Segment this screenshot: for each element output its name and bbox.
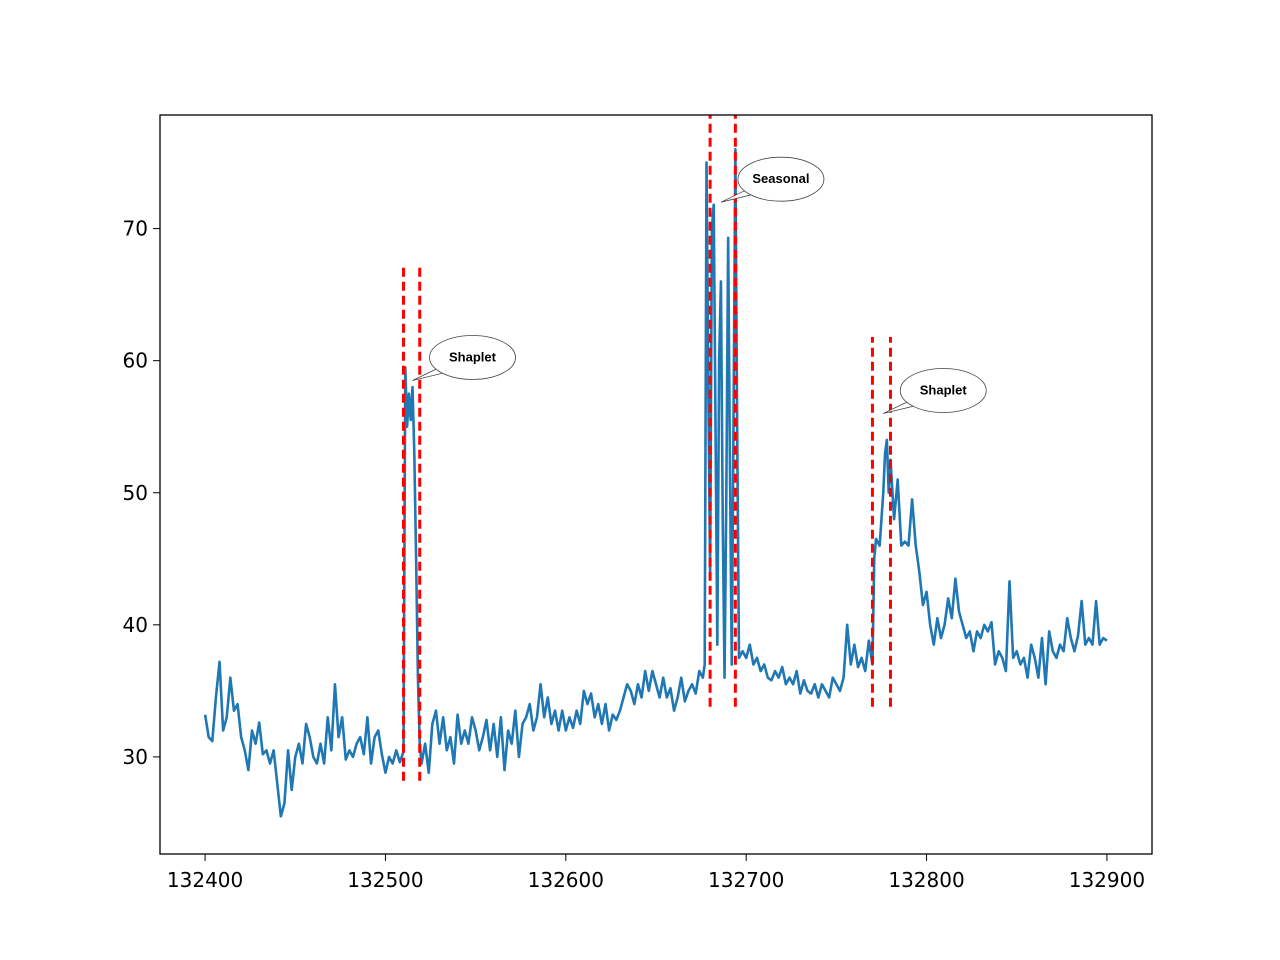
annotation: Shaplet	[883, 368, 987, 414]
annotation-label: Seasonal	[752, 171, 809, 186]
y-tick-label: 30	[123, 745, 148, 769]
x-tick-label: 132700	[708, 868, 784, 892]
annotation: Seasonal	[720, 156, 825, 203]
callout-bubble	[737, 156, 825, 202]
annotation-label: Shaplet	[449, 349, 497, 364]
data-line	[203, 148, 1108, 818]
y-tick-label: 50	[123, 481, 148, 505]
y-tick-label: 60	[123, 349, 148, 373]
callout-bubble	[429, 335, 516, 380]
x-tick-label: 132400	[167, 868, 243, 892]
plot-frame	[159, 114, 1153, 855]
x-tick-label: 132600	[528, 868, 604, 892]
annotation-label: Shaplet	[920, 383, 968, 398]
callout-bubble	[899, 368, 987, 413]
x-tick-label: 132900	[1069, 868, 1145, 892]
x-tick-label: 132800	[888, 868, 964, 892]
x-tick-label: 132500	[347, 868, 423, 892]
annotation: Shaplet	[412, 335, 516, 381]
y-tick-label: 40	[123, 613, 148, 637]
y-tick-label: 70	[123, 217, 148, 241]
